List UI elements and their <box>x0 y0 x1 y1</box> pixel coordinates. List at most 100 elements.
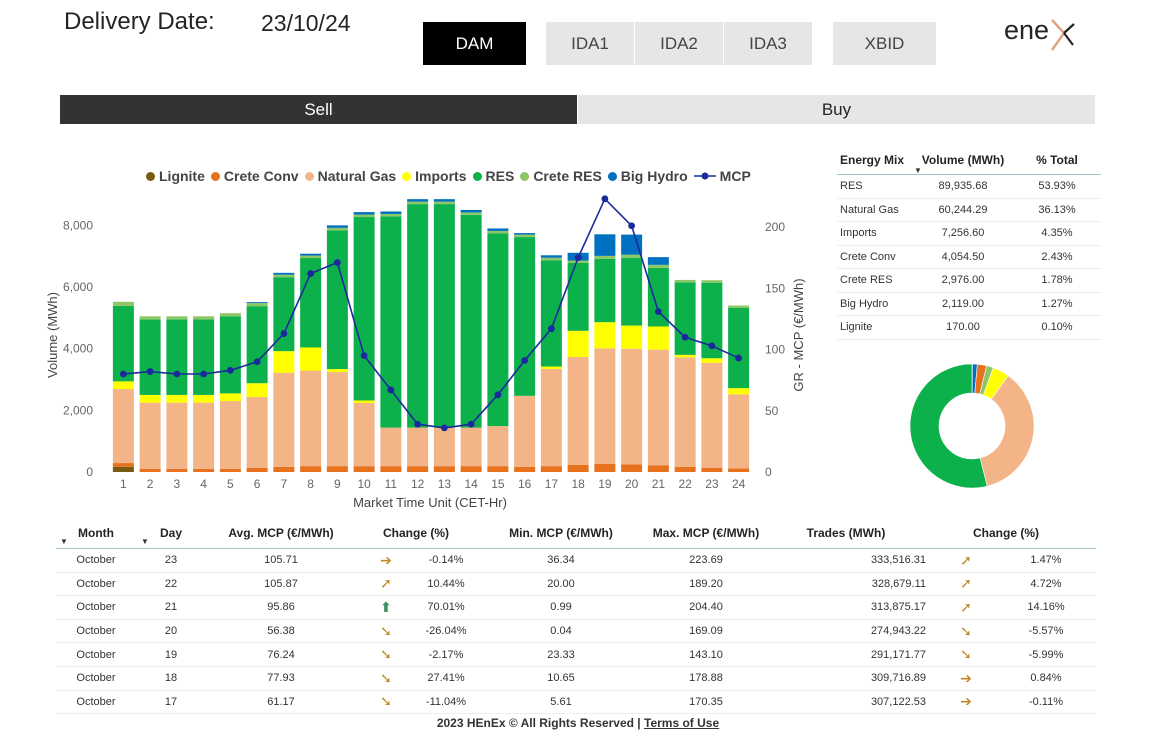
mcp-point-18[interactable] <box>574 254 582 262</box>
bar-imports-2[interactable] <box>139 394 161 403</box>
bar-imports-9[interactable] <box>326 369 348 373</box>
col-change-avg[interactable]: Change (%) <box>383 526 449 540</box>
bar-big-hydro-20[interactable] <box>621 234 643 255</box>
mcp-point-20[interactable] <box>628 222 636 230</box>
bar-big-hydro-21[interactable] <box>647 257 669 265</box>
bar-crete-conv-14[interactable] <box>460 466 482 472</box>
bar-res-16[interactable] <box>514 237 536 396</box>
bar-crete-conv-4[interactable] <box>193 468 215 472</box>
bar-imports-7[interactable] <box>273 351 295 373</box>
legend-item-res[interactable]: RES <box>472 168 514 184</box>
bar-crete-conv-5[interactable] <box>219 468 241 472</box>
mcp-point-16[interactable] <box>521 357 529 364</box>
bar-big-hydro-12[interactable] <box>407 199 429 202</box>
bar-big-hydro-7[interactable] <box>273 272 295 275</box>
bar-big-hydro-6[interactable] <box>246 302 268 304</box>
mcp-point-24[interactable] <box>735 354 743 362</box>
bar-crete-conv-24[interactable] <box>728 468 750 472</box>
terms-of-use-link[interactable]: Terms of Use <box>644 716 720 730</box>
sort-desc-icon[interactable]: ▼ <box>914 166 922 175</box>
bar-crete-res-16[interactable] <box>514 234 536 238</box>
bar-crete-res-10[interactable] <box>353 214 375 218</box>
bar-crete-res-22[interactable] <box>674 279 696 283</box>
bar-natural-gas-1[interactable] <box>112 389 134 464</box>
mcp-point-19[interactable] <box>601 195 609 203</box>
bar-natural-gas-17[interactable] <box>540 369 562 467</box>
sort-month-icon[interactable]: ▼ <box>60 537 68 546</box>
bar-crete-conv-19[interactable] <box>594 463 616 472</box>
bar-big-hydro-16[interactable] <box>514 233 536 235</box>
bar-natural-gas-7[interactable] <box>273 372 295 467</box>
bar-crete-conv-23[interactable] <box>701 467 723 472</box>
mcp-point-7[interactable] <box>280 330 288 337</box>
tab-ida3[interactable]: IDA3 <box>724 22 812 65</box>
delivery-date-value[interactable]: 23/10/24 <box>261 10 351 36</box>
bar-crete-res-9[interactable] <box>326 227 348 231</box>
bar-crete-conv-22[interactable] <box>674 466 696 472</box>
bar-crete-conv-6[interactable] <box>246 467 268 472</box>
bar-big-hydro-14[interactable] <box>460 209 482 213</box>
donut-slice-natural-gas[interactable] <box>979 375 1035 487</box>
bar-res-24[interactable] <box>728 307 750 389</box>
bar-res-23[interactable] <box>701 282 723 359</box>
bar-crete-conv-16[interactable] <box>514 466 536 472</box>
bar-natural-gas-4[interactable] <box>193 402 215 469</box>
mcp-point-15[interactable] <box>494 391 502 399</box>
bar-res-9[interactable] <box>326 230 348 370</box>
bar-crete-res-24[interactable] <box>728 305 750 308</box>
bar-res-12[interactable] <box>407 204 429 428</box>
bar-natural-gas-19[interactable] <box>594 348 616 464</box>
legend-item-crete-conv[interactable]: Crete Conv <box>210 168 299 184</box>
bar-crete-conv-17[interactable] <box>540 466 562 472</box>
bar-imports-19[interactable] <box>594 322 616 349</box>
bar-natural-gas-2[interactable] <box>139 402 161 469</box>
legend-item-natural-gas[interactable]: Natural Gas <box>304 168 396 184</box>
bar-natural-gas-22[interactable] <box>674 357 696 467</box>
bar-res-18[interactable] <box>567 262 589 331</box>
bar-crete-conv-3[interactable] <box>166 468 188 472</box>
mcp-point-3[interactable] <box>173 370 181 378</box>
bar-natural-gas-20[interactable] <box>621 348 643 465</box>
bar-natural-gas-3[interactable] <box>166 402 188 469</box>
mcp-point-1[interactable] <box>119 370 127 378</box>
sell-toggle-button[interactable]: Sell <box>60 95 577 124</box>
bar-imports-24[interactable] <box>728 388 750 395</box>
legend-item-mcp[interactable]: MCP <box>693 168 751 184</box>
bar-crete-conv-7[interactable] <box>273 466 295 472</box>
bar-crete-res-21[interactable] <box>647 264 669 268</box>
bar-imports-21[interactable] <box>647 326 669 350</box>
bar-crete-res-19[interactable] <box>594 255 616 259</box>
bar-crete-res-20[interactable] <box>621 254 643 258</box>
bar-lignite-1[interactable] <box>112 466 134 472</box>
bar-imports-22[interactable] <box>674 354 696 358</box>
bar-crete-conv-20[interactable] <box>621 464 643 472</box>
sort-day-icon[interactable]: ▼ <box>141 537 149 546</box>
bar-crete-res-2[interactable] <box>139 316 161 320</box>
col-volume[interactable]: Volume (MWh) <box>921 153 1005 167</box>
bar-res-7[interactable] <box>273 277 295 352</box>
tab-dam[interactable]: DAM <box>423 22 526 65</box>
mcp-point-21[interactable] <box>654 308 662 315</box>
bar-res-22[interactable] <box>674 282 696 355</box>
bar-natural-gas-12[interactable] <box>407 427 429 467</box>
mcp-point-4[interactable] <box>200 370 208 378</box>
bar-crete-res-1[interactable] <box>112 301 134 306</box>
mcp-point-10[interactable] <box>360 352 368 360</box>
col-change-trades[interactable]: Change (%) <box>973 526 1039 540</box>
bar-res-4[interactable] <box>193 319 215 395</box>
donut-slice-res[interactable] <box>909 363 988 489</box>
col-energy-mix[interactable]: Energy Mix <box>840 153 905 167</box>
bar-res-11[interactable] <box>380 216 402 428</box>
bar-res-19[interactable] <box>594 258 616 323</box>
bar-res-20[interactable] <box>621 257 643 326</box>
bar-natural-gas-15[interactable] <box>487 426 509 467</box>
bar-crete-res-23[interactable] <box>701 280 723 283</box>
bar-res-8[interactable] <box>300 258 322 348</box>
bar-crete-conv-1[interactable] <box>112 463 134 467</box>
bar-imports-3[interactable] <box>166 394 188 403</box>
bar-res-21[interactable] <box>647 267 669 327</box>
buy-toggle-button[interactable]: Buy <box>578 95 1095 124</box>
bar-natural-gas-8[interactable] <box>300 370 322 467</box>
bar-res-15[interactable] <box>487 233 509 427</box>
bar-crete-res-5[interactable] <box>219 313 241 317</box>
